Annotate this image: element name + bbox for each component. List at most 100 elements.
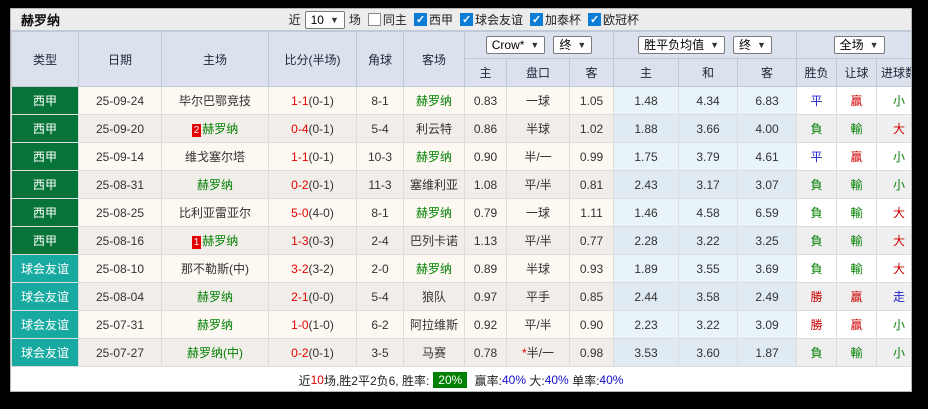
home-team-name[interactable]: 赫罗纳 [196, 290, 233, 304]
filter-checkbox-club-friendly[interactable] [459, 13, 473, 26]
goals-result-cell: 小 [876, 170, 911, 199]
league-type-cell: 球会友谊 [11, 282, 79, 311]
sub-header-avg-draw: 和 [678, 58, 739, 87]
filter-checkbox-catalonia-cup[interactable] [529, 13, 543, 26]
avg-away-cell: 1.87 [737, 338, 798, 367]
handicap-result-cell: 贏 [836, 282, 878, 311]
home-team-name[interactable]: 那不勒斯(中) [181, 262, 249, 276]
handicap-result-cell: 輸 [836, 254, 878, 283]
col-header-away: 客场 [403, 31, 465, 87]
away-team-name[interactable]: 阿拉维斯 [409, 318, 458, 332]
away-team-cell: 狼队 [403, 282, 465, 311]
table-row: 西甲 25-08-25 比利亚雷亚尔 5-0(4-0) 8-1 赫罗纳 0.79… [11, 198, 911, 227]
handicap-value: 平手 [525, 290, 550, 304]
halftime-score: (0-1) [308, 93, 334, 108]
home-team-cell: 维戈塞尔塔 [161, 142, 269, 171]
handicap-value: 一球 [525, 94, 550, 108]
sub-header-handicap-result: 让球 [836, 58, 878, 87]
away-team-name[interactable]: 狼队 [421, 290, 446, 304]
chevron-down-icon: ▼ [577, 40, 587, 50]
match-date: 25-08-10 [78, 254, 162, 283]
match-count-select[interactable]: 10 ▼ [304, 10, 345, 29]
filter-label-catalonia-cup: 加泰杯 [544, 13, 581, 27]
halftime-score: (3-2) [308, 261, 334, 276]
avg-draw-cell: 3.60 [678, 338, 739, 367]
table-row: 球会友谊 25-08-04 赫罗纳 2-1(0-0) 5-4 狼队 0.97 平… [11, 282, 911, 311]
home-team-cell: 赫罗纳 [161, 170, 269, 199]
home-team-name[interactable]: 比利亚雷亚尔 [178, 206, 251, 220]
away-team-name[interactable]: 巴列卡诺 [409, 234, 458, 248]
avg-final-select[interactable]: 终 ▼ [733, 36, 772, 54]
halftime-score: (0-0) [308, 289, 334, 304]
bookmaker-select[interactable]: Crow* ▼ [485, 36, 546, 54]
corner-cell: 8-1 [356, 198, 404, 227]
summary-segment: 40% [502, 373, 527, 387]
league-type-cell: 西甲 [11, 114, 79, 143]
odds-home-cell: 0.92 [464, 310, 507, 339]
match-date: 25-09-24 [78, 86, 162, 115]
handicap-cell: *半/一 [506, 338, 570, 367]
away-team-name[interactable]: 利云特 [415, 122, 452, 136]
avg-home-cell: 1.48 [613, 86, 680, 115]
away-team-name[interactable]: 马赛 [421, 346, 446, 360]
fulltime-score: 2-1 [291, 289, 309, 304]
table-row: 西甲 25-09-20 2 赫罗纳 0-4(0-1) 5-4 利云特 0.86 半… [11, 114, 911, 143]
odds-group-header: Crow* ▼ 终 ▼ [463, 31, 615, 59]
result-cell: 負 [796, 226, 838, 255]
away-team-name[interactable]: 赫罗纳 [415, 94, 452, 108]
avg-home-cell: 1.88 [613, 114, 680, 143]
home-team-name[interactable]: 赫罗纳 [202, 122, 239, 136]
handicap-value: 半球 [525, 122, 550, 136]
avg-draw-cell: 3.22 [678, 310, 739, 339]
home-team-name[interactable]: 毕尔巴鄂竞技 [178, 94, 251, 108]
home-team-name[interactable]: 赫罗纳 [202, 234, 239, 248]
avg-home-cell: 2.28 [613, 226, 680, 255]
odds-home-cell: 0.86 [464, 114, 507, 143]
goals-result-cell: 小 [876, 338, 911, 367]
odds-final-select[interactable]: 终 ▼ [553, 36, 593, 54]
sub-header-result: 胜负 [796, 58, 838, 87]
home-team-cell: 毕尔巴鄂竞技 [161, 86, 269, 115]
filter-checkbox-champions-league[interactable] [587, 13, 601, 26]
odds-home-cell: 1.08 [464, 170, 507, 199]
near-label: 近 [288, 13, 301, 27]
score-cell: 1-0(1-0) [268, 310, 357, 339]
goals-result-cell: 大 [876, 254, 911, 283]
filter-checkbox-same-home[interactable] [367, 13, 381, 26]
result-cell: 勝 [796, 282, 838, 311]
score-cell: 0-4(0-1) [268, 114, 357, 143]
result-cell: 負 [796, 114, 838, 143]
odds-away-cell: 0.81 [568, 170, 615, 199]
avg-draw-cell: 4.34 [678, 86, 739, 115]
home-team-name[interactable]: 赫罗纳 [196, 178, 233, 192]
avg-away-cell: 6.59 [737, 198, 798, 227]
handicap-value: 平/半 [524, 318, 552, 332]
league-type-cell: 西甲 [11, 198, 79, 227]
home-team-name[interactable]: 赫罗纳(中) [187, 346, 243, 360]
rank-badge: 2 [191, 124, 202, 137]
avg-draw-cell: 3.22 [678, 226, 739, 255]
filter-label-club-friendly: 球会友谊 [474, 13, 523, 27]
table-row: 球会友谊 25-07-31 赫罗纳 1-0(1-0) 6-2 阿拉维斯 0.92… [11, 310, 911, 339]
away-team-cell: 赫罗纳 [403, 86, 465, 115]
filter-checkbox-laliga[interactable] [413, 13, 427, 26]
avg-odds-select[interactable]: 胜平负均值 ▼ [638, 36, 726, 54]
fulltime-score: 0-4 [291, 121, 309, 136]
away-team-name[interactable]: 塞维利亚 [409, 178, 458, 192]
handicap-value: 半/一 [524, 150, 552, 164]
odds-home-cell: 0.90 [464, 142, 507, 171]
col-header-score: 比分(半场) [268, 31, 357, 87]
handicap-value: 半球 [525, 262, 550, 276]
avg-draw-cell: 3.17 [678, 170, 739, 199]
home-team-name[interactable]: 维戈塞尔塔 [184, 150, 245, 164]
away-team-name[interactable]: 赫罗纳 [415, 150, 452, 164]
score-cell: 1-1(0-1) [268, 86, 357, 115]
home-team-name[interactable]: 赫罗纳 [196, 318, 233, 332]
away-team-name[interactable]: 赫罗纳 [415, 262, 452, 276]
odds-away-cell: 1.05 [568, 86, 615, 115]
league-type-cell: 西甲 [11, 142, 79, 171]
away-team-name[interactable]: 赫罗纳 [415, 206, 452, 220]
handicap-result-cell: 贏 [836, 310, 878, 339]
scope-select[interactable]: 全场 ▼ [833, 36, 885, 54]
table-row: 球会友谊 25-08-10 那不勒斯(中) 3-2(3-2) 2-0 赫罗纳 0… [11, 254, 911, 283]
